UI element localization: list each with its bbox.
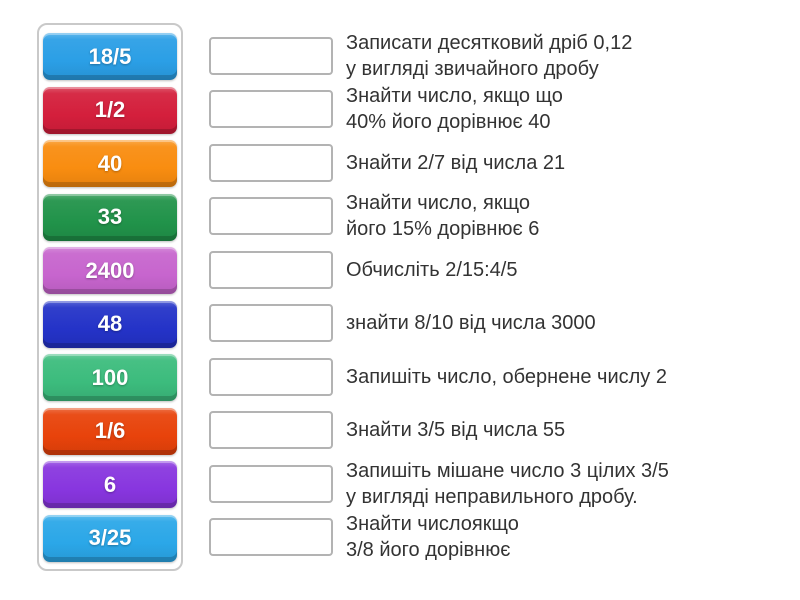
question-text: Обчисліть 2/15:4/5 xyxy=(346,257,517,283)
question-line: Обчисліть 2/15:4/5 xyxy=(346,258,518,281)
match-row: Записати десятковий дріб 0,12 у вигляді з… xyxy=(209,30,669,82)
answer-tile-label: 48 xyxy=(97,311,123,336)
question-text: Знайти 3/5 від числа 55 xyxy=(346,417,565,443)
question-text: Знайти число, якщо що 40% його дорівнює 4… xyxy=(346,83,563,135)
question-line: Знайти 2/7 від числа 21 xyxy=(346,151,566,174)
answer-tile-label: 1/2 xyxy=(94,97,126,122)
match-row: Знайти 2/7 від числа 21 xyxy=(209,139,669,186)
answer-tile[interactable]: 3/25 xyxy=(43,514,177,562)
answer-drop-slot[interactable] xyxy=(209,197,333,235)
answer-drop-slot[interactable] xyxy=(209,36,333,75)
question-line: 40% його дорівнює 40 xyxy=(346,111,551,133)
question-text: Запишіть мішане число 3 цілих 3/5 у вигля… xyxy=(346,458,669,510)
match-row: Знайти число, якщо що 40% його дорівнює 4… xyxy=(209,83,669,135)
question-line: у вигляді звичайного дробу xyxy=(346,57,599,80)
question-text: Знайти 2/7 від числа 21 xyxy=(346,150,565,176)
match-row: Знайти число, якщо його 15% дорівнює 6 xyxy=(209,190,669,242)
answer-tile-label: 33 xyxy=(97,204,123,229)
match-row: знайти 8/10 від числа 3000 xyxy=(209,300,669,347)
answer-drop-slot[interactable] xyxy=(209,304,333,342)
answer-tile[interactable]: 2400 xyxy=(43,247,177,294)
answer-tile[interactable]: 1/2 xyxy=(43,86,177,134)
question-line: знайти 8/10 від числа 3000 xyxy=(346,312,596,334)
question-line: його 15% дорівнює 6 xyxy=(346,218,540,240)
question-line: Знайти число, якщо що xyxy=(346,85,563,107)
question-text: Знайти числоякщо 3/8 його дорівнює xyxy=(346,511,519,563)
answer-tile-label: 2400 xyxy=(85,257,135,283)
answer-tile[interactable]: 33 xyxy=(43,193,177,241)
answer-tile-label: 1/6 xyxy=(94,418,126,443)
question-text: Знайти число, якщо його 15% дорівнює 6 xyxy=(346,190,539,242)
question-text: Записати десятковий дріб 0,12 у вигляді з… xyxy=(346,30,632,82)
answer-tile-label: 18/5 xyxy=(88,43,132,69)
question-line: Записати десятковий дріб 0,12 xyxy=(346,31,633,54)
answer-tiles-panel: 18/5 1/2 40 33 2400 48 100 1/6 6 3/25 xyxy=(37,23,183,571)
answer-drop-slot[interactable] xyxy=(209,250,333,289)
answer-tile[interactable]: 18/5 xyxy=(43,33,177,80)
question-line: Знайти числоякщо xyxy=(346,513,519,535)
question-line: 3/8 його дорівнює xyxy=(346,539,511,561)
answer-tile-label: 6 xyxy=(103,471,117,497)
answer-tile-label: 40 xyxy=(97,150,123,176)
question-line: Знайти число, якщо xyxy=(346,192,530,214)
answer-drop-slot[interactable] xyxy=(209,464,333,503)
answer-tile[interactable]: 6 xyxy=(43,461,177,508)
answer-tile-label: 100 xyxy=(91,364,129,390)
match-row: Обчисліть 2/15:4/5 xyxy=(209,246,669,293)
answer-drop-slot[interactable] xyxy=(209,411,333,449)
question-line: у вигляді неправильного дробу. xyxy=(346,485,638,508)
match-row: Запишіть число, обернене числу 2 xyxy=(209,353,669,400)
question-text: Запишіть число, обернене числу 2 xyxy=(346,364,667,390)
question-text: знайти 8/10 від числа 3000 xyxy=(346,310,596,336)
question-line: Запишіть число, обернене числу 2 xyxy=(346,365,667,388)
question-line: Знайти 3/5 від числа 55 xyxy=(346,419,566,441)
answer-drop-slot[interactable] xyxy=(209,90,333,128)
match-row: Запишіть мішане число 3 цілих 3/5 у вигля… xyxy=(209,458,669,510)
answer-drop-slot[interactable] xyxy=(209,143,333,182)
match-rows: Записати десятковий дріб 0,12 у вигляді з… xyxy=(209,32,669,561)
answer-drop-slot[interactable] xyxy=(209,357,333,396)
match-row: Знайти 3/5 від числа 55 xyxy=(209,407,669,454)
match-row: Знайти числоякщо 3/8 його дорівнює xyxy=(209,511,669,563)
answer-tile[interactable]: 48 xyxy=(43,300,177,348)
answer-drop-slot[interactable] xyxy=(209,518,333,556)
question-line: Запишіть мішане число 3 цілих 3/5 xyxy=(346,459,669,482)
answer-tile-label: 3/25 xyxy=(88,525,132,550)
answer-tile[interactable]: 1/6 xyxy=(43,407,177,455)
answer-tile[interactable]: 40 xyxy=(43,140,177,187)
answer-tile[interactable]: 100 xyxy=(43,354,177,401)
